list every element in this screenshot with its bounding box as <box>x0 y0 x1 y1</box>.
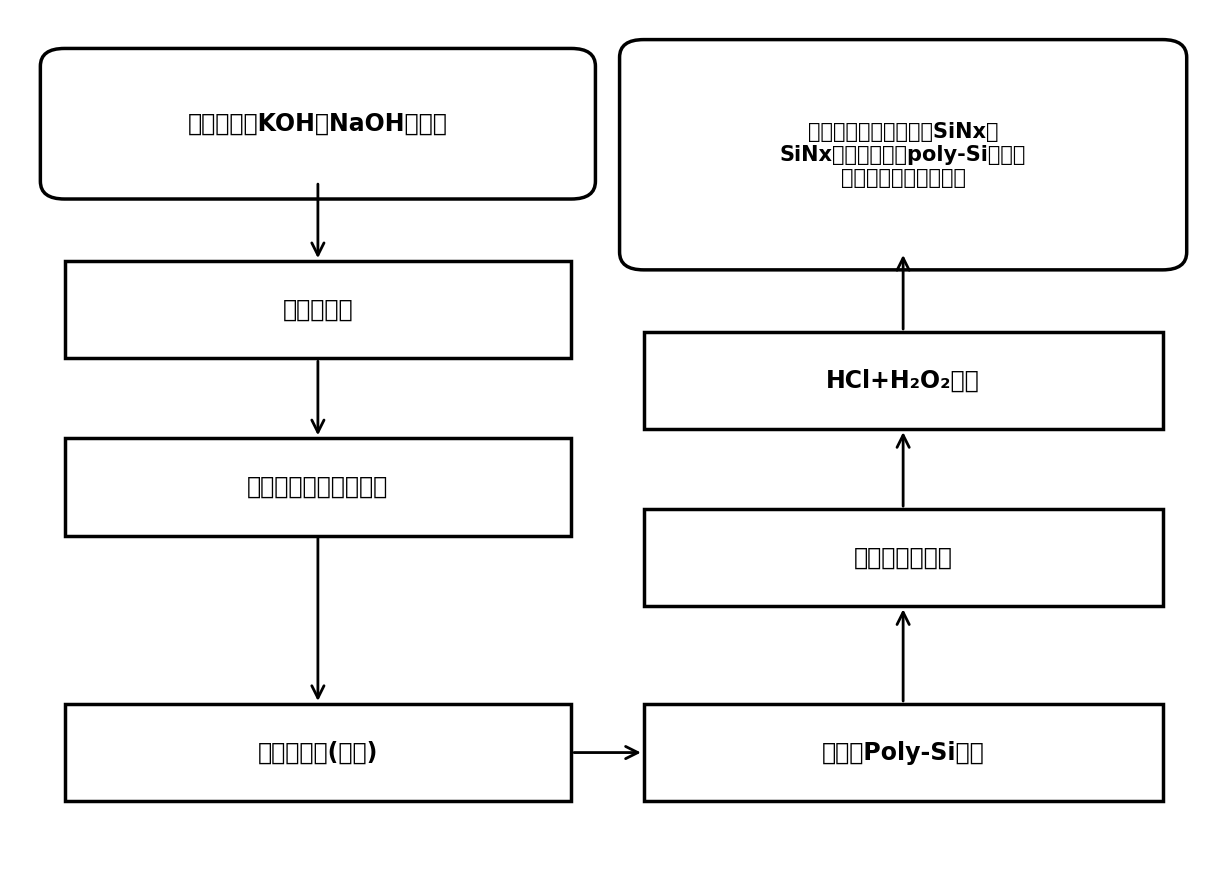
Bar <box>644 704 1163 801</box>
Text: 正面镀膜（硼扩散面）: 正面镀膜（硼扩散面） <box>248 475 389 499</box>
Text: 高温硼扩散: 高温硼扩散 <box>283 298 354 322</box>
FancyBboxPatch shape <box>620 39 1187 270</box>
Bar <box>644 509 1163 606</box>
Text: 制绒（采用KOH或NaOH溶液）: 制绒（采用KOH或NaOH溶液） <box>188 112 448 136</box>
Text: 背表面离子注入: 背表面离子注入 <box>854 545 953 569</box>
FancyBboxPatch shape <box>40 48 595 199</box>
Bar <box>64 438 571 536</box>
Bar <box>644 332 1163 429</box>
Text: 正表面刻蚀（去除正面SiNx、
SiNx膜层上绕镀的poly-Si及扩散
后正表面的硼硅玻璃）: 正表面刻蚀（去除正面SiNx、 SiNx膜层上绕镀的poly-Si及扩散 后正表… <box>780 122 1027 188</box>
Text: 背表面刻蚀(抛光): 背表面刻蚀(抛光) <box>258 740 378 764</box>
Text: 背表面Poly-Si沉积: 背表面Poly-Si沉积 <box>821 740 984 764</box>
Bar <box>64 261 571 358</box>
Bar <box>64 704 571 801</box>
Text: HCl+H₂O₂清洗: HCl+H₂O₂清洗 <box>826 368 981 392</box>
